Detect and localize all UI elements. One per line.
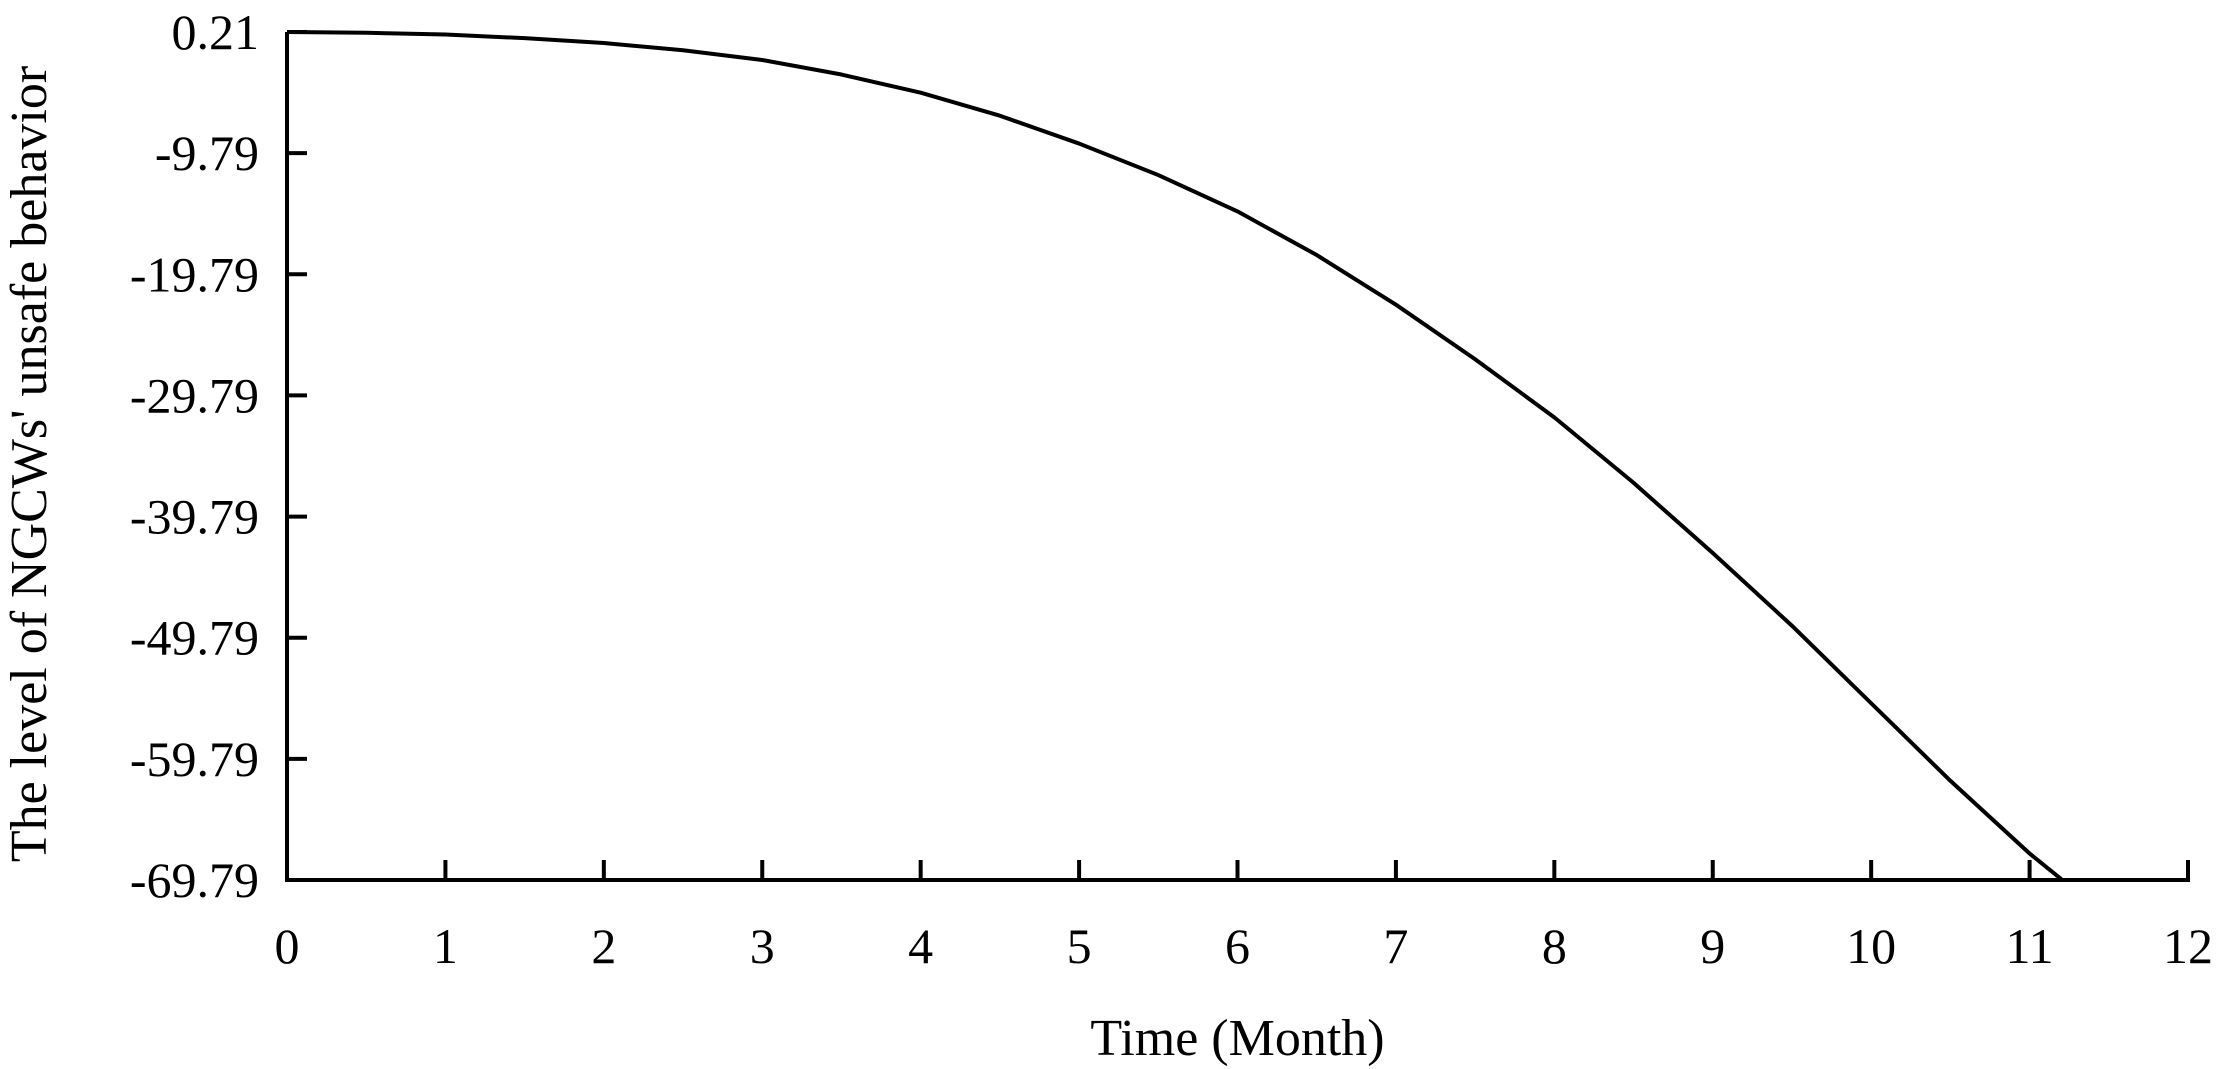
y-tick-label: 0.21 (172, 4, 260, 60)
y-tick-label: -9.79 (155, 125, 259, 181)
x-tick-label: 9 (1700, 918, 1725, 974)
x-tick-label: 8 (1542, 918, 1567, 974)
x-tick-label: 1 (433, 918, 458, 974)
x-tick-label: 12 (2163, 918, 2213, 974)
x-tick-label: 4 (908, 918, 933, 974)
x-tick-label: 5 (1067, 918, 1092, 974)
series-line-0 (286, 30, 2066, 880)
x-tick-label: 6 (1225, 918, 1250, 974)
y-axis-title: The level of NGCWs' unsafe behavior (1, 66, 58, 862)
x-tick-label: 7 (1383, 918, 1408, 974)
y-tick-label: -39.79 (130, 489, 259, 545)
x-tick-label: 2 (591, 918, 616, 974)
y-tick-label: -59.79 (130, 731, 259, 787)
y-tick-label: -19.79 (130, 246, 259, 302)
y-tick-label: -49.79 (130, 610, 259, 666)
x-tick-label: 10 (1846, 918, 1896, 974)
x-tick-label: 3 (750, 918, 775, 974)
x-tick-label: 11 (2006, 918, 2054, 974)
y-tick-label: -29.79 (130, 367, 259, 423)
plot-area: 0.21 -9.79 -19.79 -29.79 -39.79 -49.79 -59.79 -… (130, 4, 2213, 974)
y-tick-label: -69.79 (130, 852, 259, 908)
x-tick-label: 0 (275, 918, 300, 974)
x-axis-title: Time (Month) (1090, 1010, 1384, 1067)
